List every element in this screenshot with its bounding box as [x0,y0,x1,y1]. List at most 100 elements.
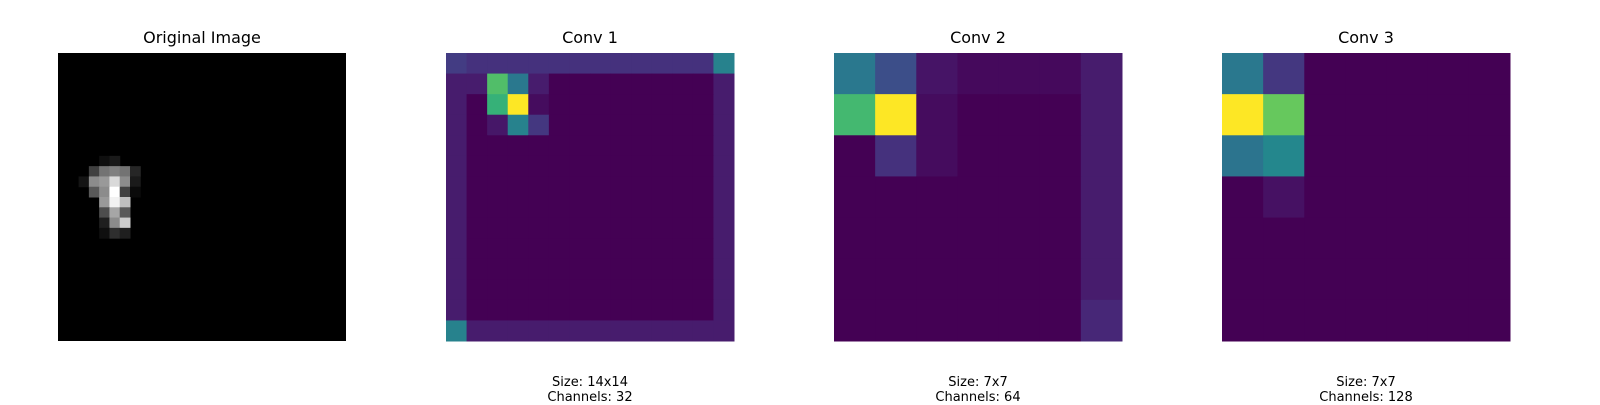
heatmap-cell [590,53,612,75]
conv2-heatmap [834,53,1123,342]
image-pixel [109,207,121,219]
heatmap-cell [834,53,876,95]
heatmap-cell [1304,94,1346,136]
heatmap-cell [446,53,468,75]
image-pixel [99,217,110,229]
heatmap-cell [692,135,714,157]
image-pixel [109,186,121,198]
heatmap-cell [569,258,591,280]
conv1-heatmap [446,53,735,342]
original-image-heatmap [58,53,346,341]
heatmap-cell [631,155,653,177]
heatmap-cell [466,320,488,342]
heatmap-cell [713,114,735,136]
heatmap-cell [507,135,529,157]
heatmap-cell [1427,299,1470,342]
heatmap-cell [466,73,488,95]
heatmap-cell [446,155,468,177]
heatmap-cell [651,73,673,95]
heatmap-cell [548,197,570,219]
panel-caption: Size: 7x7 Channels: 64 [828,375,1128,405]
heatmap-cell [1468,217,1511,260]
heatmap-cell [548,238,570,260]
image-pixel [99,227,110,239]
image-pixel [88,176,100,188]
heatmap-cell [1263,299,1305,342]
image-pixel [99,207,110,219]
heatmap-cell [507,258,529,280]
heatmap-cell [1263,258,1305,301]
heatmap-cell [875,94,917,136]
heatmap-cell [692,238,714,260]
heatmap-cell [631,320,653,342]
heatmap-cell [916,217,958,260]
heatmap-cell [528,73,550,95]
heatmap-cell [1345,135,1388,177]
heatmap-cell [528,238,550,260]
heatmap-cell [590,258,612,280]
heatmap-cell [998,94,1041,136]
heatmap-cell [631,197,653,219]
heatmap-cell [651,155,673,177]
heatmap-cell [1039,135,1082,177]
heatmap-cell [713,53,735,75]
image-pixel [119,197,131,208]
heatmap-cell [507,73,529,95]
heatmap-cell [672,299,694,321]
heatmap-cell [610,155,632,177]
heatmap-cell [590,94,612,116]
heatmap-cell [610,320,632,342]
heatmap-cell [1386,135,1429,177]
heatmap-cell [1427,176,1470,219]
heatmap-cell [1039,299,1082,342]
heatmap-cell [1345,94,1388,136]
heatmap-cell [590,279,612,301]
heatmap-cell [569,197,591,219]
heatmap-cell [651,197,673,219]
heatmap-cell [651,258,673,280]
heatmap-cell [1468,258,1511,301]
image-pixel [99,197,110,208]
heatmap-cell [631,94,653,116]
panel-title: Original Image [143,28,261,47]
heatmap-cell [834,299,876,342]
heatmap-cell [528,114,550,136]
heatmap-cell [692,197,714,219]
heatmap-cell [548,299,570,321]
heatmap-cell [548,135,570,157]
heatmap-cell [569,299,591,321]
heatmap-cell [528,176,550,198]
heatmap-cell [631,114,653,136]
heatmap-cell [651,217,673,239]
image-pixel [119,227,131,239]
heatmap-cell [1222,94,1264,136]
image-pixel [109,227,121,239]
heatmap-cell [569,320,591,342]
heatmap-cell [466,155,488,177]
image-pixel [109,166,121,177]
heatmap-cell [875,217,917,260]
heatmap-cell [1386,258,1429,301]
heatmap-cell [672,217,694,239]
heatmap-cell [1039,217,1082,260]
heatmap-cell [651,114,673,136]
heatmap-cell [590,176,612,198]
size-label: Size: 7x7 [1336,375,1396,390]
panel-conv1: Conv 1 Size: 14x14 Channels: 32 [440,0,740,405]
heatmap-cell [692,320,714,342]
heatmap-cell [487,155,509,177]
heatmap-cell [1345,217,1388,260]
heatmap-cell [569,176,591,198]
heatmap-cell [875,135,917,177]
heatmap-cell [466,217,488,239]
heatmap-cell [672,114,694,136]
heatmap-cell [507,94,529,116]
heatmap-cell [1345,299,1388,342]
heatmap-cell [569,135,591,157]
heatmap-cell [569,73,591,95]
heatmap-cell [713,217,735,239]
heatmap-cell [1468,94,1511,136]
image-pixel [130,166,141,177]
heatmap-cell [713,155,735,177]
